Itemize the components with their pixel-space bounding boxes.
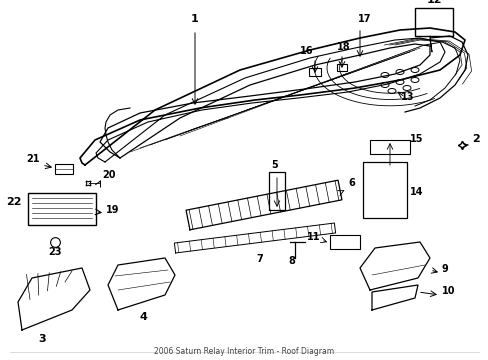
Bar [268,172,285,210]
Text: 18: 18 [337,42,350,52]
Text: 14: 14 [409,187,423,197]
Bar [336,64,346,71]
Text: 16: 16 [300,46,313,56]
Text: 13: 13 [401,92,414,102]
Bar [329,235,359,249]
Text: 9: 9 [441,264,448,274]
Text: 23: 23 [48,247,61,257]
Text: 10: 10 [441,286,454,296]
Text: 22: 22 [6,197,22,207]
Text: 17: 17 [358,14,371,24]
Text: 15: 15 [409,134,423,144]
Text: 11: 11 [306,232,319,242]
Text: 20: 20 [102,170,115,180]
Text: 8: 8 [288,256,295,266]
Bar [414,8,452,36]
Bar [308,68,320,76]
Text: 6: 6 [347,178,354,188]
Text: 7: 7 [256,254,263,264]
Text: 2: 2 [471,134,479,144]
Bar [55,164,73,174]
Bar [28,193,96,225]
Text: 12: 12 [426,0,441,5]
Text: 1: 1 [191,14,199,24]
Text: 19: 19 [106,205,119,215]
Text: 4: 4 [139,312,146,322]
Text: 21: 21 [26,154,40,164]
Text: 2006 Saturn Relay Interior Trim - Roof Diagram: 2006 Saturn Relay Interior Trim - Roof D… [154,347,333,356]
Text: 3: 3 [38,334,46,344]
Bar [362,162,406,218]
Text: 5: 5 [271,160,278,170]
Bar [369,140,409,154]
